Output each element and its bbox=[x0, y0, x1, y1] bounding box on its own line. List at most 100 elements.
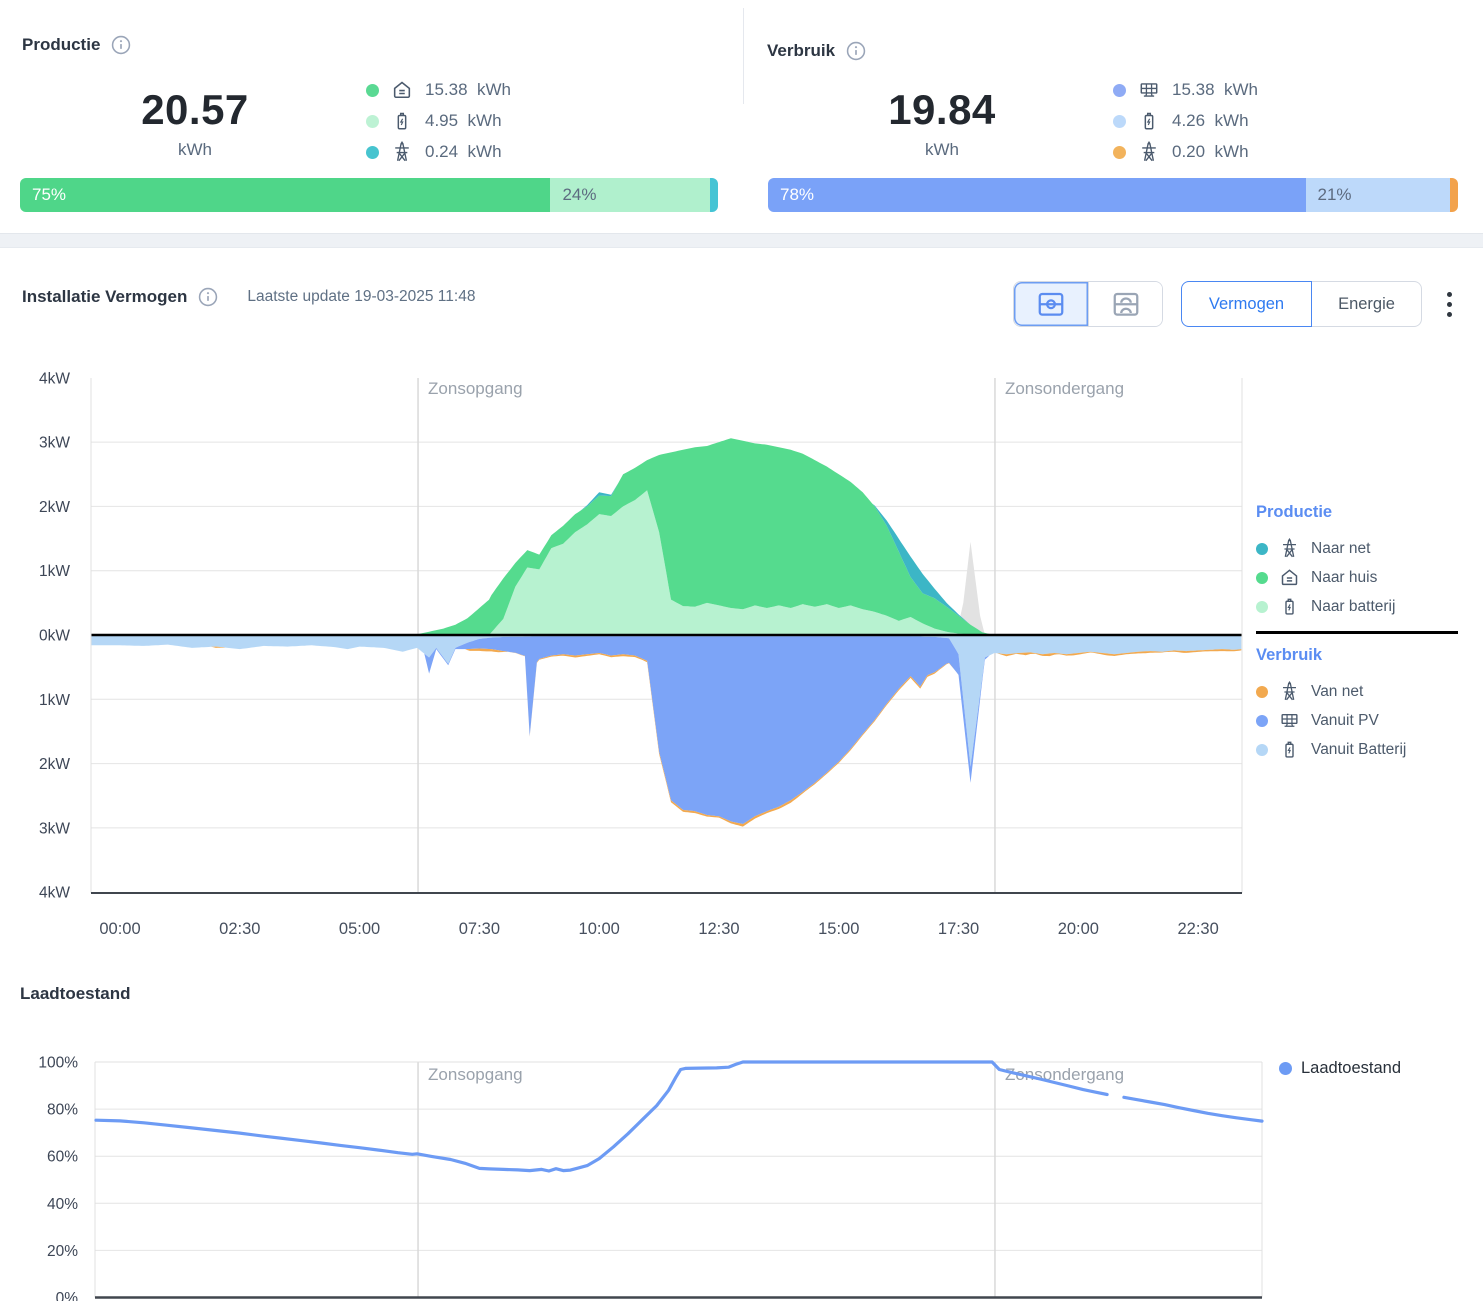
productie-bar-seg-1: 75% bbox=[20, 178, 551, 212]
productie-unit: kWh bbox=[178, 140, 212, 159]
sunset-line-label: Zonsondergang bbox=[1005, 379, 1124, 398]
section-separator bbox=[0, 233, 1483, 248]
productie-value: 20.57 bbox=[141, 86, 249, 133]
svg-text:15:00: 15:00 bbox=[818, 920, 859, 938]
area-naar-huis bbox=[91, 438, 1242, 635]
list-item: 0.24 kWh bbox=[366, 141, 511, 163]
list-item: 0.20 kWh bbox=[1113, 141, 1258, 163]
list-item: 4.26 kWh bbox=[1113, 110, 1258, 132]
chart-style-toggle bbox=[1013, 281, 1163, 327]
page-title: Installatie Vermogen bbox=[22, 287, 188, 306]
battery-icon bbox=[391, 110, 413, 132]
naar-huis-dot bbox=[1256, 571, 1268, 584]
productie-card: Productie bbox=[22, 34, 132, 56]
area-vanuit-pv bbox=[91, 636, 1242, 824]
naar-net-dot bbox=[366, 145, 379, 159]
svg-text:40%: 40% bbox=[47, 1196, 78, 1213]
legend-item-vanuit-pv[interactable]: Vanuit PV bbox=[1256, 706, 1466, 735]
legend-item-naar-huis[interactable]: Naar huis bbox=[1256, 563, 1466, 592]
vanuit-pv-dot bbox=[1256, 714, 1268, 727]
sunrise-line-label: Zonsopgang bbox=[428, 1065, 523, 1084]
productie-breakdown: 15.38 kWh 4.95 kWh 0.24 kWh bbox=[366, 79, 511, 163]
info-icon[interactable] bbox=[845, 40, 867, 62]
svg-text:12:30: 12:30 bbox=[698, 920, 739, 938]
vanuit-pv-dot bbox=[1113, 83, 1126, 97]
legend-item-naar-net[interactable]: Naar net bbox=[1256, 534, 1466, 563]
vermogen-energie-tabs: Vermogen Energie bbox=[1181, 281, 1422, 327]
productie-card-title: Productie bbox=[22, 35, 101, 54]
legend-divider bbox=[1256, 631, 1458, 634]
legend-productie-header: Productie bbox=[1256, 503, 1333, 521]
productie-total: 20.57 kWh bbox=[95, 86, 295, 160]
battery-icon bbox=[1279, 596, 1300, 617]
list-item: 4.95 kWh bbox=[366, 110, 511, 132]
info-icon[interactable] bbox=[110, 34, 132, 56]
info-icon[interactable] bbox=[197, 286, 219, 308]
legend-verbruik-header: Verbruik bbox=[1256, 646, 1323, 664]
productie-bar: 75% 24% bbox=[20, 178, 718, 212]
van-net-dot bbox=[1256, 685, 1268, 698]
verbruik-breakdown: 15.38 kWh 4.26 kWh 0.20 kWh bbox=[1113, 79, 1258, 163]
card-divider bbox=[743, 8, 744, 104]
battery-icon bbox=[1138, 110, 1160, 132]
verbruik-bar-seg-2: 21% bbox=[1305, 178, 1451, 212]
verbruik-unit: kWh bbox=[925, 140, 959, 159]
naar-batterij-dot bbox=[366, 114, 379, 128]
pylon-icon bbox=[1138, 141, 1160, 163]
laadtoestand-chart[interactable]: Zonsopgang Zonsondergang100%80%60%40%20%0… bbox=[0, 1000, 1483, 1301]
svg-text:00:00: 00:00 bbox=[99, 920, 140, 938]
svg-text:2kW: 2kW bbox=[39, 499, 70, 516]
svg-text:2kW: 2kW bbox=[39, 756, 70, 773]
svg-text:02:30: 02:30 bbox=[219, 920, 260, 938]
verbruik-bar-seg-1: 78% bbox=[768, 178, 1306, 212]
list-item: 15.38 kWh bbox=[1113, 79, 1258, 101]
svg-text:05:00: 05:00 bbox=[339, 920, 380, 938]
tab-energie[interactable]: Energie bbox=[1312, 281, 1422, 327]
svg-text:07:30: 07:30 bbox=[459, 920, 500, 938]
svg-text:20%: 20% bbox=[47, 1243, 78, 1260]
verbruik-total: 19.84 kWh bbox=[842, 86, 1042, 160]
laadtoestand-line bbox=[1122, 1095, 1264, 1123]
vanuit-batterij-dot bbox=[1113, 114, 1126, 128]
svg-text:4kW: 4kW bbox=[39, 370, 70, 387]
last-update-text: Laatste update 19-03-2025 11:48 bbox=[247, 288, 476, 305]
mirrored-chart-button[interactable] bbox=[1014, 282, 1088, 326]
naar-net-dot bbox=[1256, 542, 1268, 555]
legend-item-naar-batterij[interactable]: Naar batterij bbox=[1256, 592, 1466, 621]
svg-text:17:30: 17:30 bbox=[938, 920, 979, 938]
legend-item-vanuit-batterij[interactable]: Vanuit Batterij bbox=[1256, 735, 1466, 764]
solar-panel-icon bbox=[1279, 710, 1300, 731]
svg-text:3kW: 3kW bbox=[39, 435, 70, 452]
naar-batterij-dot bbox=[1256, 600, 1268, 613]
svg-text:80%: 80% bbox=[47, 1102, 78, 1119]
pylon-icon bbox=[1279, 681, 1300, 702]
productie-bar-seg-2: 24% bbox=[550, 178, 710, 212]
pylon-icon bbox=[391, 141, 413, 163]
svg-text:1kW: 1kW bbox=[39, 692, 70, 709]
laadtoestand-dot bbox=[1279, 1062, 1292, 1075]
svg-text:100%: 100% bbox=[38, 1055, 78, 1072]
verbruik-value: 19.84 bbox=[888, 86, 996, 133]
house-icon bbox=[391, 79, 413, 101]
laadtoestand-line bbox=[94, 1060, 1109, 1173]
legend-item-van-net[interactable]: Van net bbox=[1256, 677, 1466, 706]
tab-vermogen[interactable]: Vermogen bbox=[1181, 281, 1312, 327]
svg-text:10:00: 10:00 bbox=[579, 920, 620, 938]
naar-huis-dot bbox=[366, 83, 379, 97]
productie-bar-seg-3 bbox=[709, 178, 718, 212]
svg-text:0%: 0% bbox=[56, 1290, 79, 1301]
vanuit-batterij-dot bbox=[1256, 743, 1268, 756]
area-naar-batterij bbox=[91, 490, 1242, 635]
vermogen-chart[interactable]: Zonsopgang Zonsondergang 4kW 3kW 2kW 1kW 0kW 1k… bbox=[0, 340, 1483, 960]
laadtoestand-legend[interactable]: Laadtoestand bbox=[1279, 1059, 1401, 1078]
svg-text:22:30: 22:30 bbox=[1177, 920, 1218, 938]
battery-icon bbox=[1279, 739, 1300, 760]
house-icon bbox=[1279, 567, 1300, 588]
more-options-button[interactable] bbox=[1447, 292, 1452, 317]
svg-text:4kW: 4kW bbox=[39, 885, 70, 902]
svg-text:1kW: 1kW bbox=[39, 563, 70, 580]
svg-text:0kW: 0kW bbox=[39, 628, 70, 645]
stacked-chart-button[interactable] bbox=[1088, 282, 1162, 326]
verbruik-card: Verbruik bbox=[767, 40, 867, 62]
